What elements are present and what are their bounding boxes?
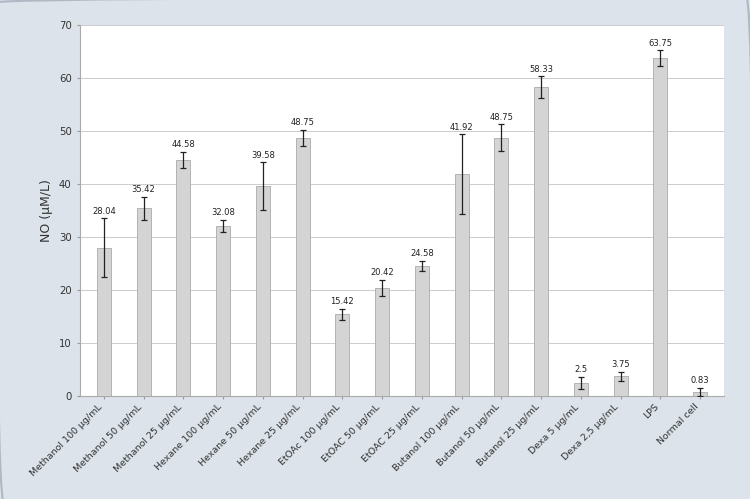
Bar	[614, 376, 628, 396]
Text: 32.08: 32.08	[211, 208, 235, 217]
Bar	[375, 288, 389, 396]
Bar	[136, 209, 151, 396]
Bar	[693, 392, 707, 396]
Text: 58.33: 58.33	[529, 65, 553, 74]
Text: 20.42: 20.42	[370, 268, 394, 277]
Bar	[335, 314, 350, 396]
Bar	[574, 383, 588, 396]
Bar	[216, 226, 230, 396]
Text: 2.5: 2.5	[574, 365, 587, 374]
Text: 41.92: 41.92	[450, 123, 473, 132]
Bar	[494, 138, 508, 396]
Bar	[176, 160, 190, 396]
Text: 15.42: 15.42	[331, 297, 354, 306]
Text: 39.58: 39.58	[251, 151, 274, 160]
Text: 63.75: 63.75	[648, 38, 672, 47]
Text: 48.75: 48.75	[291, 118, 314, 127]
Text: 28.04: 28.04	[92, 207, 116, 216]
Text: 0.83: 0.83	[691, 376, 709, 385]
Bar	[454, 174, 469, 396]
Text: 3.75: 3.75	[611, 360, 630, 369]
Bar	[256, 186, 270, 396]
Text: 48.75: 48.75	[490, 113, 513, 122]
Bar	[415, 266, 429, 396]
Bar	[653, 58, 668, 396]
Y-axis label: NO (μM/L): NO (μM/L)	[40, 179, 53, 242]
Bar	[296, 138, 310, 396]
Bar	[97, 248, 111, 396]
Bar	[534, 87, 548, 396]
Text: 35.42: 35.42	[132, 185, 155, 194]
Text: 44.58: 44.58	[172, 140, 195, 149]
Text: 24.58: 24.58	[410, 249, 434, 258]
